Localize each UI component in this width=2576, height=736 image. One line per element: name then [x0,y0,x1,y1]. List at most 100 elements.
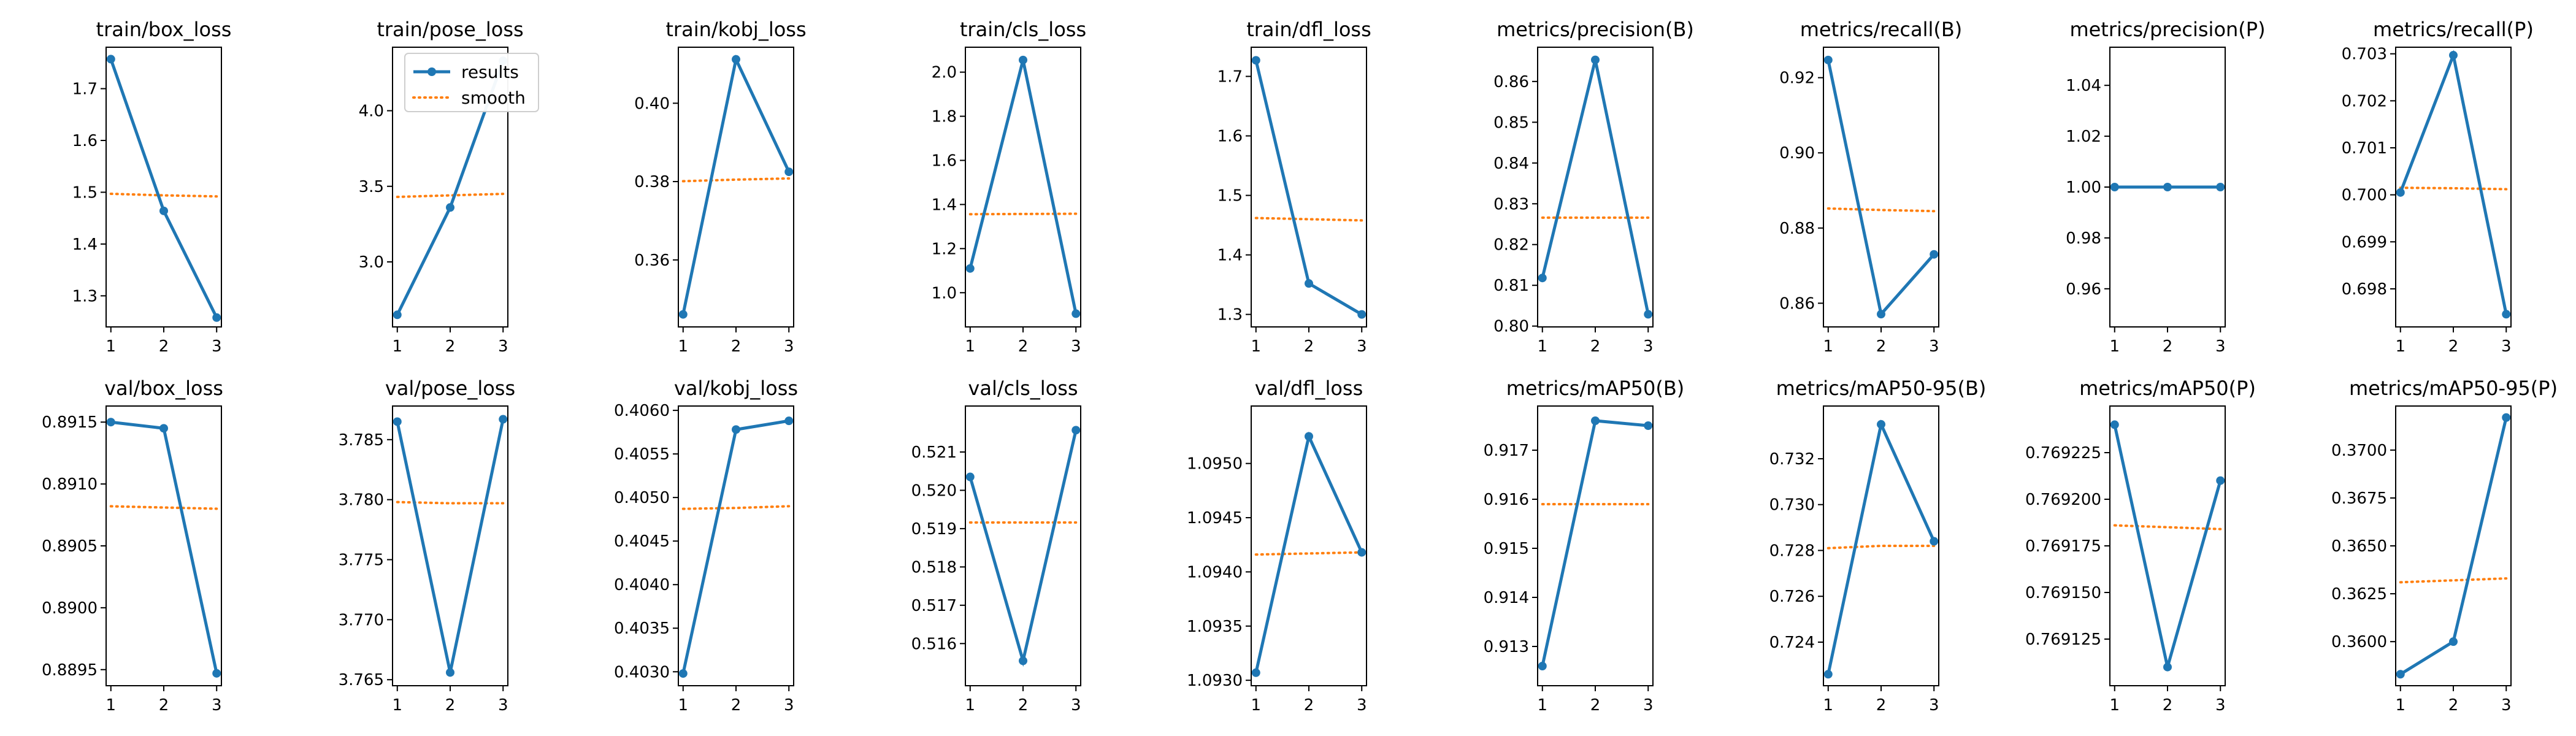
results-point [1823,55,1833,64]
y-tick-label: 4.0 [359,102,384,121]
subplot-title: val/cls_loss [968,377,1078,400]
subplot-title: metrics/precision(P) [2069,18,2265,41]
x-tick-label: 3 [498,337,508,356]
subplot-title: metrics/precision(B) [1497,18,1694,41]
y-tick-label: 0.769200 [2025,491,2101,509]
x-tick-label: 2 [1590,696,1601,715]
y-tick-label: 1.04 [2066,77,2101,95]
x-tick-label: 1 [965,337,975,356]
y-tick-label: 0.519 [911,520,957,539]
y-tick-label: 0.913 [1484,638,1529,656]
x-tick-label: 2 [1590,337,1601,356]
y-tick-label: 0.914 [1484,589,1529,607]
axes-frame [678,405,794,686]
subplot-title: train/kobj_loss [665,18,806,41]
y-tick-label: 0.724 [1769,634,1815,652]
x-tick-label: 3 [1929,337,1939,356]
y-tick-label: 0.769175 [2025,537,2101,556]
subplot-14: val/dfl_loss 1 2 3 1.0930 1.0935 1.0940 1.0945 1… [1187,377,1367,715]
x-tick-label: 2 [1018,337,1029,356]
results-point [2502,310,2511,319]
axes-frame [105,405,222,686]
results-point [1877,310,1885,319]
y-tick-label: 1.0930 [1187,672,1243,690]
results-point [1823,670,1833,679]
smooth-line [396,193,505,199]
results-point [1591,416,1600,425]
smooth-line [968,212,1078,216]
results-point [2216,476,2225,485]
y-tick-label: 0.732 [1769,450,1815,469]
results-line [1827,419,1936,675]
y-tick-label: 3.0 [359,253,384,272]
results-point [1251,56,1260,65]
y-tick-label: 0.8900 [42,599,98,618]
axes-frame [2109,47,2226,328]
subplot-10: val/box_loss 1 2 3 0.8895 0.8900 0.8905 0.8910 0… [42,377,223,715]
results-point [1071,426,1081,435]
y-tick-label: 0.730 [1769,496,1815,515]
results-point [1305,432,1313,441]
y-tick-label: 0.3650 [2331,537,2387,556]
results-point [1644,421,1653,430]
y-tick-label: 1.3 [1217,306,1243,324]
x-tick-label: 1 [1823,696,1833,715]
x-tick-label: 3 [212,696,222,715]
axes-frame [965,405,1081,686]
results-point [106,418,115,427]
x-tick-label: 2 [731,337,742,356]
y-tick-label: 1.0 [932,284,957,302]
results-point [1644,310,1653,319]
x-tick-label: 3 [1643,696,1654,715]
y-tick-label: 1.5 [1217,187,1243,205]
results-point [1357,310,1367,319]
axes-frame [1251,405,1367,686]
y-tick-label: 0.81 [1493,277,1529,295]
x-tick-label: 2 [159,696,169,715]
axes-frame [2109,405,2226,686]
y-tick-label: 0.726 [1769,588,1815,606]
y-tick-label: 0.85 [1493,113,1529,132]
x-tick-label: 1 [1537,696,1547,715]
subplot-title: train/cls_loss [960,18,1086,41]
y-tick-label: 0.92 [1779,69,1815,88]
x-tick-label: 1 [105,696,116,715]
subplot-4: train/cls_loss 1 2 3 1.0 1.2 1.4 1.6 1.8 2.0 [932,18,1086,356]
legend-smooth-label: smooth [461,88,526,108]
results-point [159,424,168,433]
y-tick-label: 0.702 [2342,92,2387,110]
y-tick-label: 0.699 [2342,233,2387,251]
y-tick-label: 3.785 [339,431,384,450]
results-point [2396,670,2405,679]
subplot-title: val/box_loss [104,377,223,400]
subplot-title: train/dfl_loss [1246,18,1371,41]
x-tick-label: 2 [2448,337,2459,356]
x-tick-label: 1 [392,696,402,715]
x-tick-label: 2 [2448,696,2459,715]
x-tick-label: 2 [159,337,169,356]
x-tick-label: 3 [2501,337,2512,356]
subplot-12: val/kobj_loss 1 2 3 0.4030 0.4035 0.4040 0.4045… [614,377,798,715]
legend: results smooth [404,53,539,112]
y-tick-label: 0.916 [1484,491,1529,509]
subplot-title: val/dfl_loss [1255,377,1363,400]
results-point [784,416,794,426]
results-point [212,313,221,322]
results-point [1251,668,1260,677]
y-tick-label: 1.0950 [1187,455,1243,473]
results-point [965,472,975,481]
results-line [968,59,1078,314]
y-tick-label: 0.8915 [42,413,98,432]
y-tick-label: 1.6 [1217,128,1243,146]
results-line [1254,59,1363,316]
y-tick-label: 0.3675 [2331,489,2387,508]
y-tick-label: 0.4040 [614,576,670,594]
y-tick-label: 0.8895 [42,661,98,680]
subplot-7: metrics/recall(B) 1 2 3 0.86 0.88 0.90 0.92 [1779,18,1962,356]
subplot-title: val/pose_loss [385,377,515,400]
axes-frame [2395,47,2512,328]
smooth-line [109,505,218,510]
results-point [1930,537,1939,546]
legend-box [404,53,539,112]
subplot-8: metrics/precision(P) 1 2 3 0.96 0.98 1.00 1.02 1… [2066,18,2265,356]
